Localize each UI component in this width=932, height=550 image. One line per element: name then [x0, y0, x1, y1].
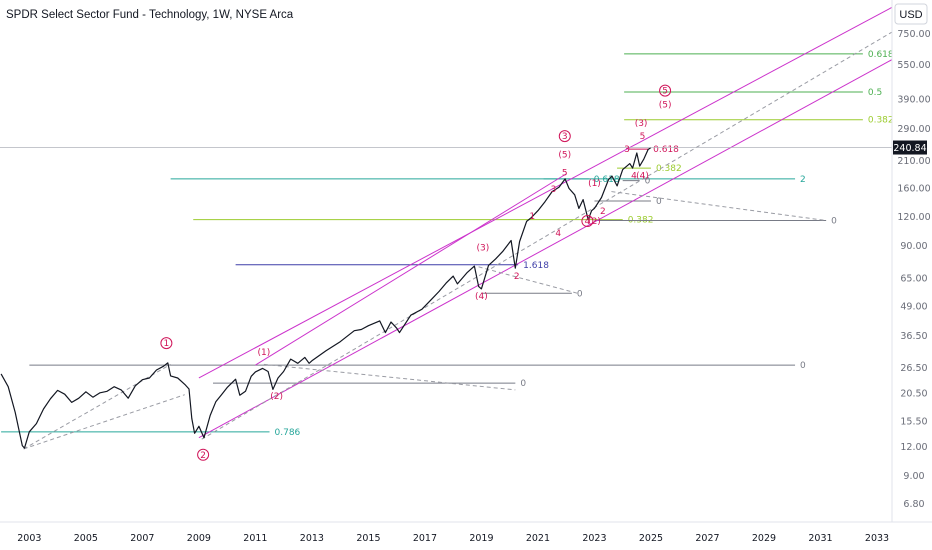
- trend-line[interactable]: [23, 394, 185, 450]
- y-tick-label: 120.00: [897, 212, 930, 223]
- x-tick-label: 2023: [582, 533, 606, 544]
- x-tick-label: 2029: [752, 533, 776, 544]
- wave-label: 4: [585, 217, 591, 227]
- trend-line[interactable]: [611, 191, 827, 222]
- chart-title: SPDR Select Sector Fund - Technology, 1W…: [6, 9, 294, 21]
- wave-label: 2: [600, 207, 606, 217]
- wave-label: 4: [631, 171, 637, 181]
- currency-button[interactable]: [894, 3, 928, 25]
- x-tick-label: 2019: [469, 533, 493, 544]
- wave-label: 3: [624, 145, 630, 155]
- fib-level-label: 0: [800, 361, 806, 371]
- x-tick-label: 2007: [130, 533, 154, 544]
- x-tick-label: 2025: [639, 533, 663, 544]
- fib-level-label: 1.618: [523, 261, 549, 271]
- fib-level-label: 0.5: [868, 88, 882, 98]
- x-tick-label: 2005: [74, 533, 98, 544]
- y-tick-label: 750.00: [897, 29, 930, 40]
- wave-label: 4: [555, 229, 561, 239]
- wave-label: (3): [476, 243, 489, 253]
- wave-label: (1): [588, 179, 601, 189]
- x-tick-label: 2031: [808, 533, 832, 544]
- y-tick-label: 390.00: [897, 94, 930, 105]
- y-tick-label: 65.00: [900, 273, 927, 284]
- trend-line[interactable]: [201, 28, 900, 440]
- wave-label: 2: [200, 451, 206, 461]
- y-tick-label: 26.50: [900, 363, 927, 374]
- wave-label-circle: [581, 215, 594, 228]
- y-tick-label: 550.00: [897, 60, 930, 71]
- channel-line[interactable]: [198, 55, 900, 439]
- x-tick-label: 2015: [356, 533, 380, 544]
- wave-label: 3: [551, 185, 557, 195]
- fib-level-label: 0.618: [653, 145, 679, 155]
- x-tick-label: 2011: [243, 533, 267, 544]
- fib-level-label: 0: [831, 217, 837, 227]
- y-tick-label: 49.00: [900, 302, 927, 313]
- fib-level-label: 0.618: [868, 50, 894, 60]
- channel-line[interactable]: [198, 3, 900, 379]
- x-tick-label: 2017: [413, 533, 437, 544]
- y-tick-label: 160.00: [897, 183, 930, 194]
- last-price-label: 240.84: [893, 143, 926, 154]
- trend-line[interactable]: [263, 363, 516, 391]
- wave-label: (2): [270, 392, 283, 402]
- wave-label: (4): [636, 171, 649, 181]
- fib-level-label: 0: [520, 379, 526, 389]
- y-tick-label: 90.00: [900, 241, 927, 252]
- x-tick-label: 2027: [695, 533, 719, 544]
- fib-level-label: 2: [800, 175, 806, 185]
- price-series-line[interactable]: [0, 147, 652, 449]
- last-price-badge: [893, 140, 927, 155]
- x-tick-label: 2003: [17, 533, 41, 544]
- y-tick-label: 15.50: [900, 417, 927, 428]
- wave-label: 1: [529, 212, 535, 222]
- fib-level-label: 0: [577, 289, 583, 299]
- fib-level-label: 0: [645, 177, 651, 187]
- wave-label: (2): [588, 217, 601, 227]
- wave-label-circle: [197, 448, 210, 461]
- fib-level-label: 0: [656, 197, 662, 207]
- x-tick-label: 2009: [187, 533, 211, 544]
- y-tick-label: 20.50: [900, 389, 927, 400]
- wave-label: (5): [659, 100, 672, 110]
- wave-label-circle: [160, 337, 173, 350]
- y-tick-label: 6.80: [903, 499, 924, 510]
- y-tick-label: 9.00: [903, 471, 924, 482]
- axes: 6.809.0012.0015.5020.5026.5036.5049.0065…: [17, 29, 930, 544]
- wave-label: (1): [257, 348, 270, 358]
- y-tick-label: 36.50: [900, 331, 927, 342]
- wave-label-circle: [659, 84, 672, 97]
- x-tick-label: 2013: [300, 533, 324, 544]
- currency-label: USD: [899, 9, 922, 21]
- x-tick-label: 2033: [865, 533, 889, 544]
- wave-label: 5: [562, 169, 568, 179]
- wave-label: (5): [558, 150, 571, 160]
- wave-label: 1: [164, 339, 170, 349]
- x-tick-label: 2021: [526, 533, 550, 544]
- wave-label: 2: [514, 272, 520, 282]
- fib-level-label: 0.382: [656, 164, 682, 174]
- y-tick-label: 290.00: [897, 124, 930, 135]
- trend-line[interactable]: [478, 266, 578, 294]
- y-tick-label: 210.00: [897, 156, 930, 167]
- fib-level-label: 0.786: [275, 428, 301, 438]
- wave-label: (3): [635, 119, 648, 129]
- y-tick-label: 12.00: [900, 442, 927, 453]
- channel-line[interactable]: [255, 173, 567, 366]
- wave-label-circle: [558, 130, 571, 143]
- fib-level-label: 0.382: [868, 116, 894, 126]
- wave-label: 5: [662, 87, 668, 97]
- wave-label: (4): [475, 292, 488, 302]
- wave-label: 3: [562, 132, 568, 142]
- fib-level-label: 0.618: [594, 175, 620, 185]
- wave-label: 5: [640, 132, 646, 142]
